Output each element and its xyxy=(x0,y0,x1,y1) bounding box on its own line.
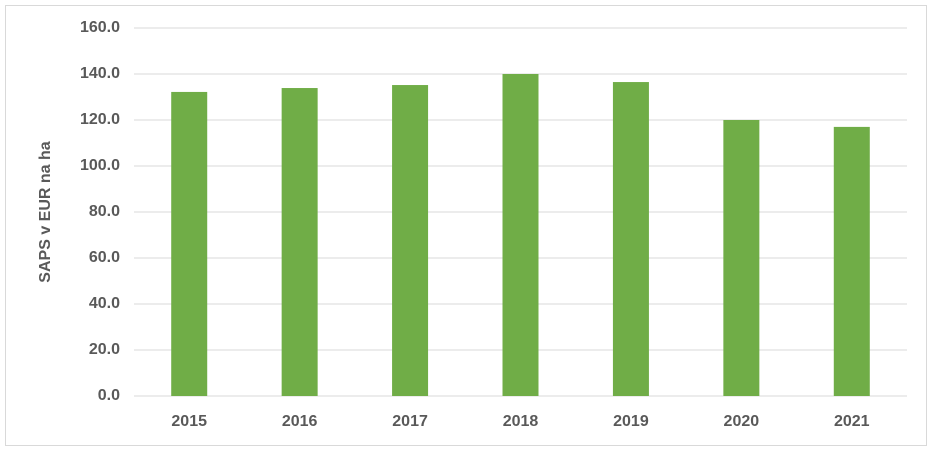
bar xyxy=(833,126,870,397)
y-tick-label: 80.0 xyxy=(89,203,120,220)
y-tick-label: 120.0 xyxy=(80,111,120,128)
bar xyxy=(281,88,318,396)
bar xyxy=(171,91,208,396)
y-tick-label: 60.0 xyxy=(89,249,120,266)
bar xyxy=(723,120,760,396)
y-tick-label: 20.0 xyxy=(89,341,120,358)
y-tick-label: 160.0 xyxy=(80,19,120,36)
y-tick-label: 140.0 xyxy=(80,65,120,82)
bar xyxy=(392,85,429,396)
y-tick-label: 40.0 xyxy=(89,295,120,312)
y-tick-label: 0.0 xyxy=(98,387,120,404)
x-tick-label: 2018 xyxy=(503,413,539,430)
x-tick-label: 2021 xyxy=(834,413,870,430)
x-tick-label: 2020 xyxy=(724,413,760,430)
x-tick-label: 2016 xyxy=(282,413,318,430)
x-tick-label: 2017 xyxy=(392,413,428,430)
chart-border xyxy=(5,5,927,446)
bar xyxy=(502,74,539,396)
x-tick-label: 2015 xyxy=(171,413,207,430)
y-tick-label: 100.0 xyxy=(80,157,120,174)
bar xyxy=(612,82,649,397)
y-axis-label: SAPS v EUR na ha xyxy=(37,141,54,282)
x-tick-label: 2019 xyxy=(613,413,649,430)
